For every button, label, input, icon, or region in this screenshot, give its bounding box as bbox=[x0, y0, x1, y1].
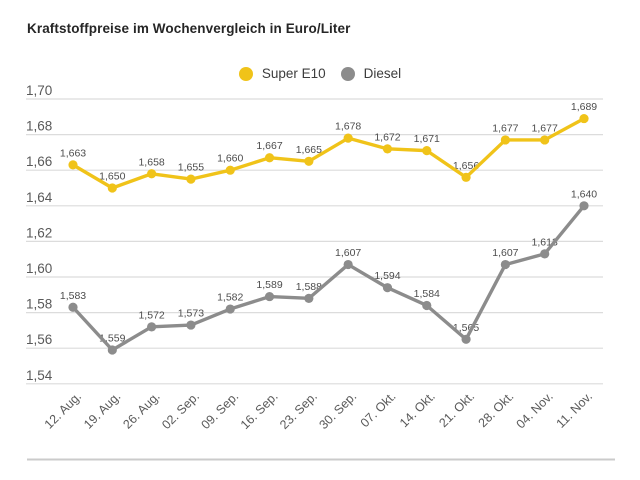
y-tick-label: 1,56 bbox=[26, 332, 52, 347]
data-label-diesel: 1,594 bbox=[374, 270, 400, 282]
data-label-diesel: 1,607 bbox=[492, 247, 518, 259]
x-tick-label: 30. Sep. bbox=[316, 389, 359, 432]
data-point-super-e10 bbox=[540, 135, 550, 145]
data-point-super-e10 bbox=[422, 146, 432, 156]
data-label-diesel: 1,589 bbox=[256, 279, 282, 291]
data-label-super-e10: 1,677 bbox=[492, 122, 518, 134]
data-point-super-e10 bbox=[500, 135, 510, 145]
data-point-diesel bbox=[107, 345, 117, 355]
data-label-super-e10: 1,677 bbox=[532, 122, 558, 134]
data-point-super-e10 bbox=[343, 133, 353, 143]
legend-dot-super-e10-icon bbox=[238, 66, 253, 81]
data-point-diesel bbox=[500, 259, 510, 270]
data-point-diesel bbox=[304, 293, 314, 303]
data-point-diesel bbox=[579, 201, 589, 211]
data-label-super-e10: 1,672 bbox=[374, 131, 400, 143]
data-label-super-e10: 1,678 bbox=[335, 121, 361, 133]
data-point-super-e10 bbox=[579, 113, 589, 124]
x-tick-label: 19. Aug. bbox=[81, 389, 123, 431]
x-tick-label: 14. Okt. bbox=[397, 389, 438, 430]
x-tick-label: 23. Sep. bbox=[277, 389, 320, 432]
data-point-super-e10 bbox=[68, 160, 78, 170]
y-tick-label: 1,58 bbox=[26, 297, 52, 312]
data-label-super-e10: 1,671 bbox=[414, 133, 440, 145]
legend-dot-diesel-icon bbox=[340, 66, 355, 81]
y-tick-label: 1,68 bbox=[26, 119, 52, 134]
series-line-diesel bbox=[71, 204, 586, 352]
data-label-diesel: 1,607 bbox=[335, 247, 361, 259]
data-point-diesel bbox=[264, 291, 275, 302]
data-label-super-e10: 1,660 bbox=[217, 153, 243, 165]
y-tick-label: 1,54 bbox=[26, 368, 53, 383]
y-tick-label: 1,64 bbox=[26, 190, 53, 205]
x-tick-label: 21. Okt. bbox=[436, 389, 477, 430]
legend-label-super-e10: Super E10 bbox=[261, 66, 326, 81]
data-point-super-e10 bbox=[147, 169, 157, 179]
x-tick-label: 12. Aug. bbox=[42, 389, 84, 431]
legend-item-diesel: Diesel bbox=[340, 66, 402, 81]
x-tick-label: 16. Sep. bbox=[238, 389, 281, 432]
data-point-super-e10 bbox=[264, 153, 275, 163]
x-tick-label: 28. Okt. bbox=[476, 389, 517, 430]
data-point-diesel bbox=[68, 302, 78, 312]
legend-item-super-e10: Super E10 bbox=[238, 66, 326, 81]
data-label-super-e10: 1,650 bbox=[99, 171, 125, 183]
data-point-diesel bbox=[147, 322, 157, 332]
data-label-diesel: 1,640 bbox=[571, 188, 597, 200]
x-tick-label: 11. Nov. bbox=[554, 389, 596, 431]
data-point-super-e10 bbox=[225, 165, 235, 175]
data-point-super-e10 bbox=[107, 183, 117, 193]
data-point-diesel bbox=[422, 300, 432, 311]
data-point-diesel bbox=[461, 334, 471, 344]
data-label-diesel: 1,584 bbox=[414, 288, 440, 300]
data-label-super-e10: 1,663 bbox=[60, 147, 86, 159]
data-label-diesel: 1,573 bbox=[178, 308, 204, 320]
chart-legend: Super E10 Diesel bbox=[0, 66, 640, 81]
series-line-super-e10 bbox=[71, 116, 586, 190]
data-point-super-e10 bbox=[382, 144, 393, 154]
x-tick-label: 09. Sep. bbox=[199, 389, 242, 432]
data-label-diesel: 1,588 bbox=[296, 281, 322, 293]
data-point-diesel bbox=[225, 304, 235, 314]
data-point-diesel bbox=[343, 259, 353, 270]
data-label-super-e10: 1,658 bbox=[138, 156, 164, 168]
data-point-super-e10 bbox=[304, 156, 314, 166]
y-tick-label: 1,66 bbox=[26, 154, 52, 169]
data-point-diesel bbox=[382, 283, 393, 293]
legend-label-diesel: Diesel bbox=[363, 66, 402, 81]
data-label-diesel: 1,582 bbox=[217, 292, 243, 304]
y-tick-label: 1,70 bbox=[26, 83, 52, 98]
data-label-diesel: 1,583 bbox=[60, 290, 86, 302]
data-label-super-e10: 1,667 bbox=[256, 140, 282, 152]
y-tick-label: 1,60 bbox=[26, 261, 52, 276]
chart-title: Kraftstoffpreise im Wochenvergleich in E… bbox=[27, 21, 351, 36]
x-tick-label: 02. Sep. bbox=[159, 389, 202, 432]
y-tick-label: 1,62 bbox=[26, 225, 52, 240]
data-point-diesel bbox=[540, 249, 550, 259]
data-point-super-e10 bbox=[186, 174, 196, 184]
data-point-super-e10 bbox=[461, 172, 471, 182]
data-label-super-e10: 1,689 bbox=[571, 101, 597, 113]
data-label-diesel: 1,572 bbox=[138, 309, 164, 321]
data-label-super-e10: 1,655 bbox=[178, 162, 204, 174]
data-label-super-e10: 1,665 bbox=[296, 144, 322, 156]
x-tick-label: 04. Nov. bbox=[514, 389, 556, 431]
x-tick-label: 26. Aug. bbox=[120, 389, 162, 431]
data-point-diesel bbox=[186, 320, 196, 330]
x-tick-label: 07. Okt. bbox=[358, 389, 399, 430]
